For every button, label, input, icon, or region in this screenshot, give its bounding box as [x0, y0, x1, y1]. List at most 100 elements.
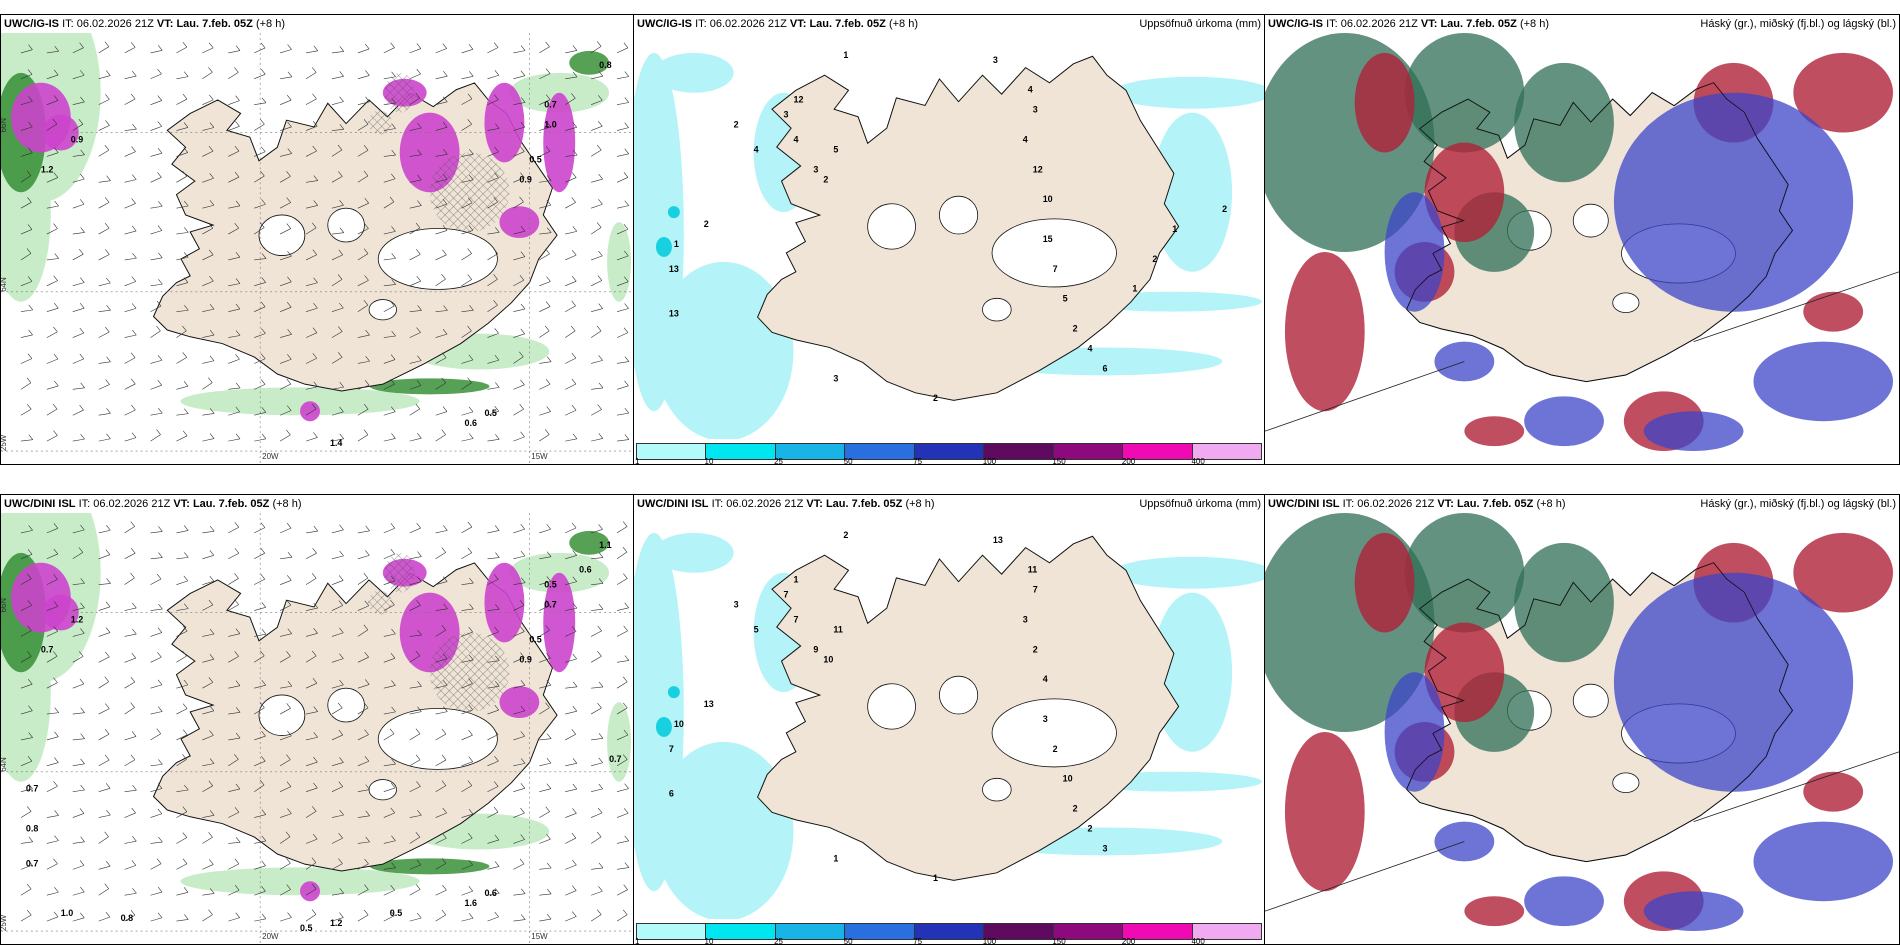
wind-barb [383, 787, 396, 792]
wind-barb-flag [53, 858, 58, 864]
wind-barb-flag [106, 809, 111, 816]
wind-barb-flag [467, 325, 472, 332]
wind-barb [254, 227, 265, 235]
wind-barb [591, 762, 603, 767]
wind-barb-flag [598, 552, 604, 558]
wind-barb [98, 309, 111, 313]
wind-barb [565, 202, 576, 209]
wind-barb-flag [313, 45, 319, 51]
wind-barb [20, 788, 33, 792]
precip-value-label: 2 [1152, 254, 1157, 264]
wind-barb-flag [157, 706, 163, 712]
wind-barb [616, 578, 628, 585]
wind-barb [565, 658, 577, 663]
wind-barb-flag [520, 783, 526, 789]
wind-barb-flag [442, 833, 447, 839]
precip-value-label: 3 [734, 600, 739, 610]
wind-barb-flag [391, 862, 396, 869]
wind-barb [383, 867, 396, 870]
wind-barb [409, 332, 421, 338]
wind-barb [98, 125, 110, 131]
wind-barb-flag [80, 758, 85, 764]
wind-barb-flag [130, 521, 135, 527]
wind-barb [305, 437, 318, 442]
wind-barb [228, 50, 241, 54]
wind-barb-flag [53, 911, 59, 917]
wind-barb [357, 124, 369, 131]
wind-barb-flag [623, 224, 629, 230]
wind-barb [539, 762, 552, 767]
wind-barb [590, 836, 602, 844]
wind-barb-flag [622, 546, 628, 553]
wind-barb [539, 306, 551, 312]
map-area[interactable]: 1 2 4 3 4 3 2 1 13 13 12 5 2 3 4 3 4 12 10 15 7 5 2 4 6 3 2 1 2 1 2 [634, 33, 1264, 439]
wind-barb [98, 282, 111, 287]
wind-barb-flag [28, 525, 33, 531]
wind-barb-flag [391, 97, 396, 104]
wind-value-label: 1.4 [330, 438, 342, 448]
wind-barb [254, 527, 266, 534]
wind-barb [72, 712, 85, 715]
wind-barb [565, 76, 578, 80]
wind-barb [616, 607, 629, 611]
wind-barb [513, 710, 525, 715]
wind-barb-flag [339, 381, 344, 388]
wind-barb [617, 660, 629, 663]
wind-barb [357, 889, 369, 896]
wind-barb [279, 434, 291, 442]
wind-barb [72, 387, 85, 390]
wind-barb-flag [598, 862, 604, 869]
precip-patch [300, 881, 320, 902]
wind-barb-flag [571, 172, 577, 178]
wind-barb [228, 889, 240, 896]
wind-barb-flag [209, 888, 215, 894]
wind-barb-flag [365, 96, 370, 103]
wind-barb [616, 153, 629, 157]
map-area[interactable] [1265, 33, 1899, 464]
wind-barb-flag [106, 277, 111, 284]
wind-barb-flag [260, 548, 265, 554]
wind-barb-flag [261, 433, 267, 439]
wind-barb-flag [572, 808, 577, 814]
wind-barb-flag [338, 600, 344, 606]
wind-barb [98, 331, 110, 338]
wind-barb [124, 281, 136, 287]
wind-barb-flag [390, 354, 396, 360]
wind-barb-flag [624, 97, 630, 103]
wind-barb [20, 49, 33, 54]
wind-value-label: 1.2 [71, 614, 83, 624]
wind-barb [98, 384, 110, 390]
wind-barb-flag [235, 783, 241, 790]
wind-barb-flag [520, 45, 526, 51]
wind-barb [72, 232, 85, 235]
wind-barb [254, 102, 267, 105]
wind-barb [280, 76, 292, 80]
map-area[interactable]: 2 3 5 7 7 9 13 10 7 6 1 11 10 13 11 7 3 2 4 3 2 10 2 2 3 1 1 [634, 513, 1264, 919]
wind-barb [435, 759, 447, 767]
wind-barb-flag [467, 274, 472, 280]
wind-barb-flag [365, 356, 370, 362]
wind-value-label: 0.7 [544, 100, 556, 110]
wind-barb-flag [287, 276, 292, 282]
wind-barb [305, 408, 317, 416]
wind-barb [409, 385, 422, 390]
wind-barb-flag [130, 572, 135, 579]
wind-barb [98, 632, 111, 637]
wind-barb [305, 787, 318, 792]
wind-barb [202, 413, 215, 416]
wind-barb-flag [287, 148, 292, 154]
wind-barb [20, 101, 33, 105]
wind-barb [46, 682, 58, 689]
wind-barb-flag [598, 95, 603, 101]
wind-barb-flag [469, 149, 474, 155]
wind-barb-flag [416, 859, 422, 866]
wind-barb-flag [312, 121, 318, 127]
wind-barb [409, 527, 421, 534]
wind-barb [305, 307, 318, 312]
wind-barb-flag [53, 781, 58, 787]
wind-barb-flag [234, 223, 239, 229]
map-area[interactable] [1265, 513, 1899, 944]
map-area[interactable]: 66N 64N 25W 20W 15W 0.5 0.7 0.5 0.9 1.1 1.6 0.6 1.2 0… [1, 513, 633, 944]
map-area[interactable]: 66N 64N 25W 20W 15W 0.7 1.0 0.5 0.9 0.8 0.6 0.5 1.4 1… [1, 33, 633, 464]
wind-barb-flag [339, 757, 344, 763]
